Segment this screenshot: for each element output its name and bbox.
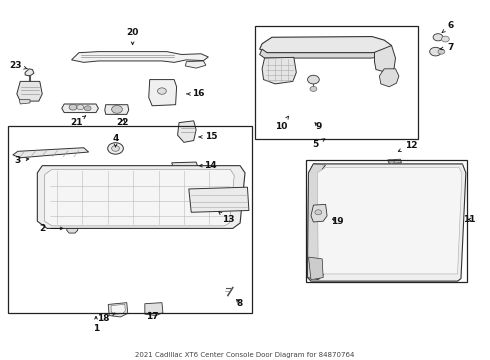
Polygon shape <box>13 148 89 158</box>
Text: 23: 23 <box>9 61 27 70</box>
Polygon shape <box>45 169 234 226</box>
Polygon shape <box>262 57 296 84</box>
Polygon shape <box>318 167 462 274</box>
Text: 2: 2 <box>39 224 63 233</box>
Text: 7: 7 <box>441 43 453 52</box>
Polygon shape <box>111 305 125 315</box>
Text: 19: 19 <box>332 217 344 226</box>
Circle shape <box>389 159 394 163</box>
Text: 12: 12 <box>398 141 417 152</box>
Text: 22: 22 <box>117 118 129 127</box>
Circle shape <box>430 47 441 56</box>
Polygon shape <box>145 303 163 316</box>
Circle shape <box>77 105 84 110</box>
Text: 18: 18 <box>97 313 115 323</box>
Circle shape <box>158 88 166 94</box>
Bar <box>8 126 252 313</box>
Circle shape <box>112 105 122 113</box>
Polygon shape <box>177 121 196 142</box>
Polygon shape <box>25 69 34 76</box>
Text: 10: 10 <box>275 116 289 131</box>
Text: 11: 11 <box>464 215 476 224</box>
Text: 17: 17 <box>146 312 158 321</box>
Text: 20: 20 <box>126 28 139 45</box>
Polygon shape <box>37 166 245 228</box>
Polygon shape <box>105 105 129 114</box>
Polygon shape <box>72 51 208 62</box>
Circle shape <box>441 36 449 42</box>
Text: 4: 4 <box>112 134 119 147</box>
Circle shape <box>433 34 443 41</box>
Polygon shape <box>19 100 30 104</box>
Circle shape <box>438 49 445 54</box>
Polygon shape <box>62 104 98 113</box>
Polygon shape <box>185 61 206 68</box>
Polygon shape <box>189 187 249 212</box>
Text: 21: 21 <box>70 116 86 127</box>
Text: 13: 13 <box>219 212 234 224</box>
Text: 1: 1 <box>93 316 99 333</box>
Circle shape <box>84 106 91 111</box>
Polygon shape <box>172 162 198 170</box>
Polygon shape <box>379 69 399 87</box>
Circle shape <box>308 75 319 84</box>
Polygon shape <box>374 45 395 72</box>
Bar <box>255 26 418 139</box>
Text: 14: 14 <box>199 161 217 170</box>
Polygon shape <box>149 80 176 106</box>
Polygon shape <box>260 49 387 58</box>
Text: 15: 15 <box>199 132 217 141</box>
Polygon shape <box>309 257 323 280</box>
Text: 8: 8 <box>237 299 243 308</box>
Bar <box>147 306 159 314</box>
Text: 9: 9 <box>315 122 321 131</box>
Text: 3: 3 <box>15 156 29 165</box>
Text: 6: 6 <box>442 21 453 33</box>
Polygon shape <box>260 37 392 53</box>
Text: 2021 Cadillac XT6 Center Console Door Diagram for 84870764: 2021 Cadillac XT6 Center Console Door Di… <box>135 352 355 358</box>
Circle shape <box>315 210 322 215</box>
Bar <box>306 160 467 282</box>
Polygon shape <box>108 303 128 317</box>
Circle shape <box>69 104 77 110</box>
Text: 16: 16 <box>187 89 205 98</box>
Circle shape <box>112 145 120 151</box>
Circle shape <box>310 86 317 91</box>
Polygon shape <box>388 159 401 163</box>
Polygon shape <box>308 164 466 281</box>
Circle shape <box>108 143 123 154</box>
Text: 5: 5 <box>313 139 325 149</box>
Polygon shape <box>67 226 78 233</box>
Polygon shape <box>311 204 327 222</box>
Polygon shape <box>17 81 42 101</box>
Polygon shape <box>308 164 326 280</box>
